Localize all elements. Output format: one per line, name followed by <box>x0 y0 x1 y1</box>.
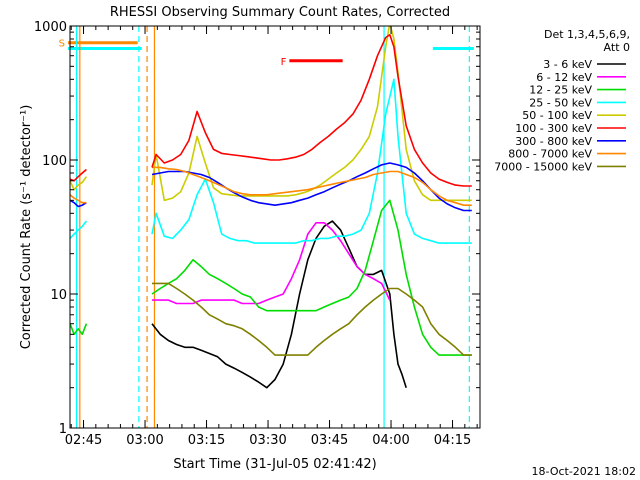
x-axis-ticks: 02:45 03:00 03:15 03:30 03:45 04:00 04:15 <box>65 26 478 448</box>
series-line-12-25-kev <box>70 323 88 336</box>
flag-bars: SF <box>59 39 474 68</box>
x-tick-label: 03:30 <box>249 433 286 448</box>
series-lines <box>70 26 472 389</box>
legend-label-50-100-kev: 50 - 100 keV <box>522 109 592 122</box>
flag-label: F <box>281 57 287 68</box>
flag-label: S <box>59 39 65 50</box>
legend-header-detectors: Det 1,3,4,5,6,9, <box>544 28 630 41</box>
x-tick-label: 03:00 <box>126 433 163 448</box>
x-tick-label: 04:15 <box>434 433 471 448</box>
legend-label-25-50-kev: 25 - 50 keV <box>529 96 592 109</box>
series-line-6-12-kev <box>152 222 391 305</box>
series-line-300-800-kev <box>151 162 472 212</box>
legend-label-100-300-kev: 100 - 300 keV <box>515 122 592 135</box>
marker-lines <box>75 26 470 428</box>
y-tick-label: 100 <box>42 154 67 169</box>
series-line-300-800-kev <box>70 199 87 208</box>
series-line-3-6-kev <box>151 220 407 389</box>
legend-label-300-800-kev: 300 - 800 keV <box>515 135 592 148</box>
y-axis-ticks: 1 10 100 1000 <box>34 20 480 437</box>
legend-label-800-7000-kev: 800 - 7000 keV <box>508 148 592 161</box>
x-tick-label: 03:45 <box>311 433 348 448</box>
series-line-25-50-kev <box>151 78 472 244</box>
legend-label-7000-15000-kev: 7000 - 15000 keV <box>494 160 592 173</box>
y-tick-label: 1 <box>59 422 67 437</box>
series-line-12-25-kev <box>151 199 472 356</box>
x-tick-label: 04:00 <box>372 433 409 448</box>
legend-label-6-12-kev: 6 - 12 keV <box>536 71 592 84</box>
legend-label-12-25-kev: 12 - 25 keV <box>529 84 592 97</box>
y-tick-label: 10 <box>50 288 67 303</box>
series-line-7000-15000-kev <box>152 282 472 356</box>
legend-label-3-6-kev: 3 - 6 keV <box>543 58 592 71</box>
series-line-50-100-kev <box>70 176 88 191</box>
x-axis-label: Start Time (31-Jul-05 02:41:42) <box>173 457 376 472</box>
plot-frame <box>69 25 481 429</box>
series-line-100-300-kev <box>151 33 472 187</box>
series-line-25-50-kev <box>70 220 88 239</box>
legend-header-attenuator: Att 0 <box>604 41 630 54</box>
series-line-800-7000-kev <box>152 166 472 206</box>
y-tick-label: 1000 <box>34 20 67 35</box>
footer-timestamp: 18-Oct-2021 18:02 <box>532 465 636 478</box>
x-tick-label: 03:15 <box>188 433 225 448</box>
chart-title: RHESSI Observing Summary Count Rates, Co… <box>110 5 450 20</box>
series-line-100-300-kev <box>70 168 87 182</box>
x-tick-label: 02:45 <box>65 433 102 448</box>
y-axis-label: Corrected Count Rate (s⁻¹ detector⁻¹) <box>19 105 34 350</box>
series-line-800-7000-kev <box>70 194 87 204</box>
